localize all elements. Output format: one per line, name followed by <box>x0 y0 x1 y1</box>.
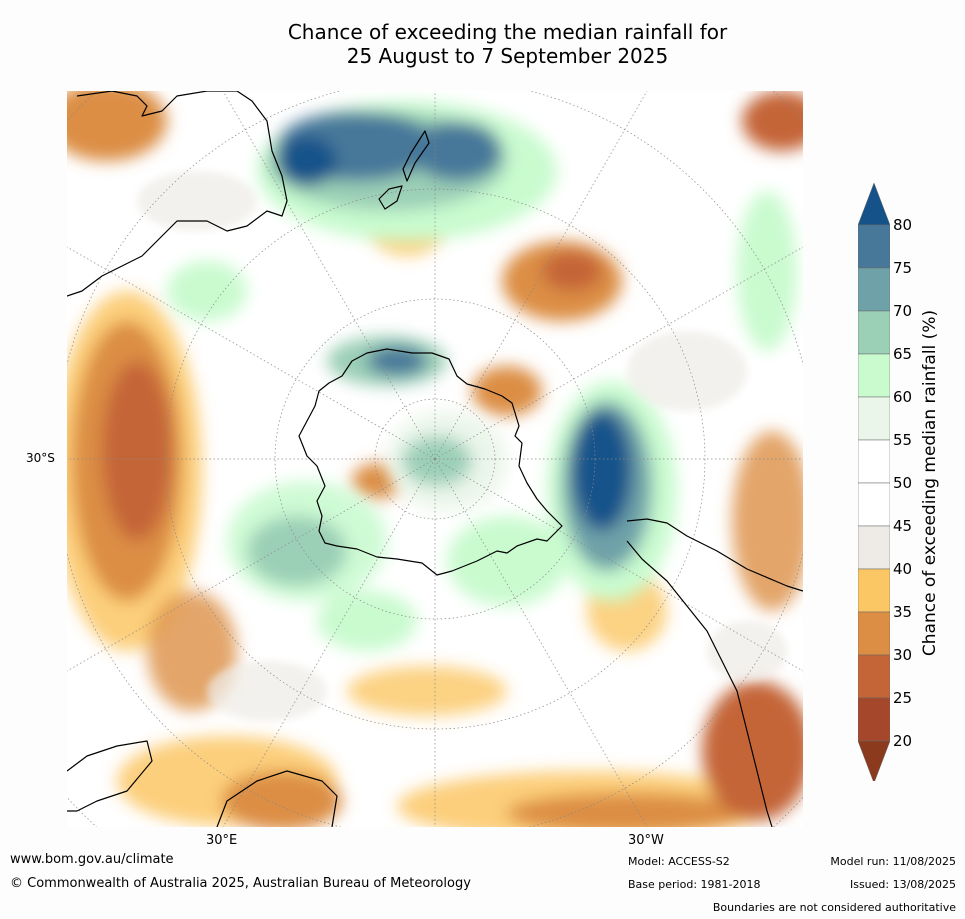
southern-africa-coast <box>216 770 338 827</box>
colorbar-bin-75-80 <box>857 224 891 269</box>
colorbar-bin-60-65 <box>857 353 891 398</box>
map-canvas <box>67 91 803 827</box>
colorbar-tick-35: 35 <box>893 603 913 621</box>
colorbar-tick-70: 70 <box>893 302 913 320</box>
colorbar-bin-25-30 <box>857 654 891 699</box>
footer-url[interactable]: www.bom.gov.au/climate <box>10 852 174 867</box>
wet-anomaly-regions <box>167 101 797 651</box>
colorbar-tick-40: 40 <box>893 560 913 578</box>
colorbar-bin-70-75 <box>857 267 891 312</box>
colorbar-bin-55-60 <box>857 396 891 441</box>
colorbar-bin-35-40 <box>857 568 891 613</box>
boundaries-disclaimer: Boundaries are not considered authoritat… <box>712 901 956 914</box>
colorbar-bin-50-55 <box>857 439 891 484</box>
colorbar-bin-45-50 <box>857 482 891 527</box>
australia-coast <box>67 91 288 297</box>
lon-label-30w: 30°W <box>628 833 664 848</box>
colorbar-tick-65: 65 <box>893 345 913 363</box>
colorbar-bin-20-25 <box>857 697 891 742</box>
colorbar-title: Chance of exceeding median rainfall (%) <box>920 309 940 657</box>
antarctica-coast <box>298 348 563 576</box>
colorbar-tick-80: 80 <box>893 216 913 234</box>
colorbar <box>857 182 891 784</box>
coastlines <box>67 91 803 827</box>
footer-copyright: © Commonwealth of Australia 2025, Austra… <box>10 876 471 891</box>
south-america-coast <box>626 518 803 592</box>
colorbar-bins <box>857 182 891 784</box>
south-america-west <box>626 540 773 827</box>
colorbar-tick-60: 60 <box>893 388 913 406</box>
base-period: Base period: 1981-2018 <box>628 878 761 891</box>
map-title: Chance of exceeding the median rainfall … <box>180 20 835 68</box>
title-line-1: Chance of exceeding the median rainfall … <box>287 20 728 44</box>
model-run: Model run: 11/08/2025 <box>830 855 956 868</box>
new-zealand-south <box>378 185 403 210</box>
model-name: Model: ACCESS-S2 <box>628 855 730 868</box>
colorbar-bin-gt80 <box>857 182 891 226</box>
colorbar-tick-75: 75 <box>893 259 913 277</box>
colorbar-bin-40-45 <box>857 525 891 570</box>
colorbar-tick-55: 55 <box>893 431 913 449</box>
title-line-2: 25 August to 7 September 2025 <box>346 44 669 68</box>
new-zealand-north <box>402 130 430 182</box>
lon-label-30e: 30°E <box>206 833 238 848</box>
colorbar-tick-45: 45 <box>893 517 913 535</box>
colorbar-tick-25: 25 <box>893 689 913 707</box>
issued-date: Issued: 13/08/2025 <box>849 878 956 891</box>
colorbar-tick-30: 30 <box>893 646 913 664</box>
colorbar-svg <box>857 182 891 784</box>
colorbar-bin-65-70 <box>857 310 891 355</box>
neutral-regions <box>137 171 787 721</box>
graticule <box>67 91 803 827</box>
colorbar-bin-30-35 <box>857 611 891 656</box>
rainfall-map <box>67 91 803 827</box>
colorbar-tick-20: 20 <box>893 732 913 750</box>
colorbar-tick-50: 50 <box>893 474 913 492</box>
lat-label-30s: 30°S <box>26 451 55 465</box>
africa-coast <box>67 740 153 812</box>
dry-anomaly-regions <box>67 91 803 827</box>
colorbar-bin-lt20 <box>857 740 891 784</box>
